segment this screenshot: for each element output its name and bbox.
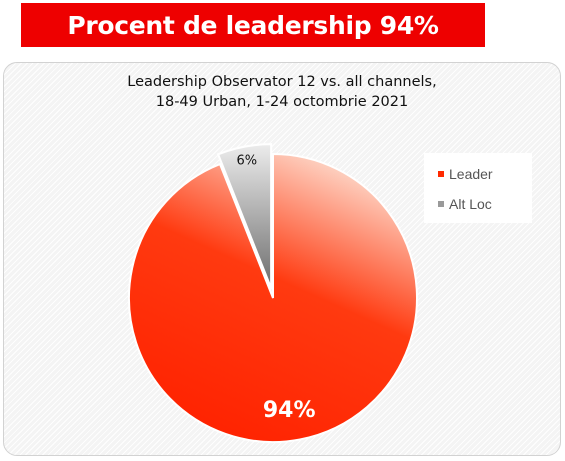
- pie-slice-leader: [128, 152, 418, 443]
- chart-title-line2: 18-49 Urban, 1-24 octombrie 2021: [155, 94, 409, 110]
- legend-label-leader: Leader: [449, 166, 493, 182]
- chart-title-line1: Leadership Observator 12 vs. all channel…: [127, 74, 437, 90]
- legend-swatch-alt-loc: [438, 201, 444, 207]
- legend-item-alt-loc: Alt Loc: [438, 189, 532, 219]
- legend-label-alt-loc: Alt Loc: [449, 196, 492, 212]
- legend-item-leader: Leader: [438, 159, 532, 189]
- chart-title: Leadership Observator 12 vs. all channel…: [4, 72, 560, 112]
- data-label-alt-loc: 6%: [237, 153, 258, 168]
- chart-area: Leadership Observator 12 vs. all channel…: [3, 62, 561, 456]
- pie-slice-alt-loc: [216, 143, 273, 289]
- legend: Leader Alt Loc: [424, 153, 532, 223]
- banner-title: Procent de leadership 94%: [21, 3, 485, 47]
- data-label-leader: 94%: [263, 398, 316, 423]
- legend-swatch-leader: [438, 171, 444, 177]
- pie-chart: 94% 6%: [128, 143, 418, 443]
